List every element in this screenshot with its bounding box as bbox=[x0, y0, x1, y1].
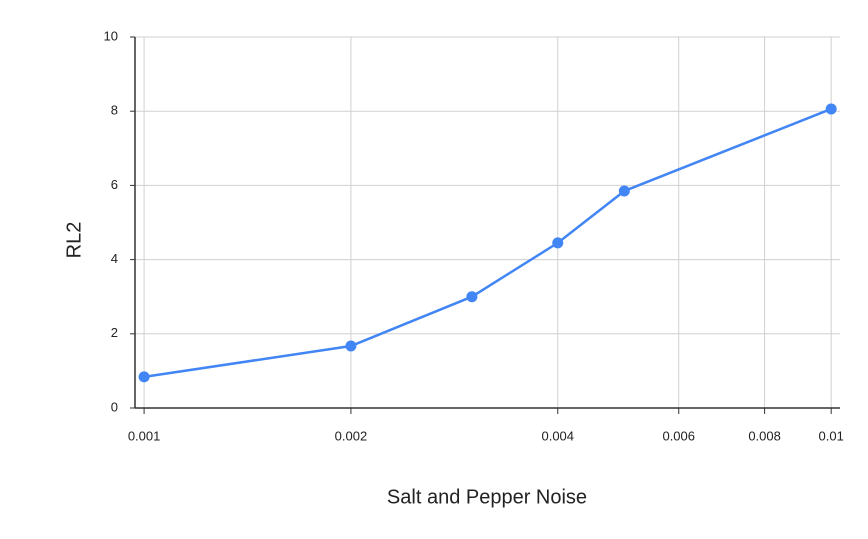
x-axis-title: Salt and Pepper Noise bbox=[387, 486, 587, 508]
point bbox=[345, 340, 357, 352]
y-tick-label: 8 bbox=[111, 103, 118, 118]
point bbox=[466, 291, 478, 303]
x-tick-label: 0.008 bbox=[748, 428, 781, 443]
point bbox=[825, 103, 837, 115]
y-tick-label: 6 bbox=[111, 177, 118, 192]
point bbox=[618, 185, 630, 197]
x-tick-label: 0.006 bbox=[662, 428, 695, 443]
x-tick-label: 0.001 bbox=[128, 428, 161, 443]
x-tick-label: 0.002 bbox=[335, 428, 368, 443]
y-tick-label: 10 bbox=[104, 28, 118, 43]
y-tick-label: 0 bbox=[111, 399, 118, 414]
point bbox=[138, 371, 150, 383]
x-tick-label: 0.01 bbox=[819, 428, 844, 443]
y-tick-label: 2 bbox=[111, 325, 118, 340]
y-tick-label: 4 bbox=[111, 251, 118, 266]
x-tick-label: 0.004 bbox=[541, 428, 574, 443]
line bbox=[143, 107, 832, 379]
y-axis-title: RL2 bbox=[63, 222, 85, 259]
point bbox=[552, 237, 564, 249]
